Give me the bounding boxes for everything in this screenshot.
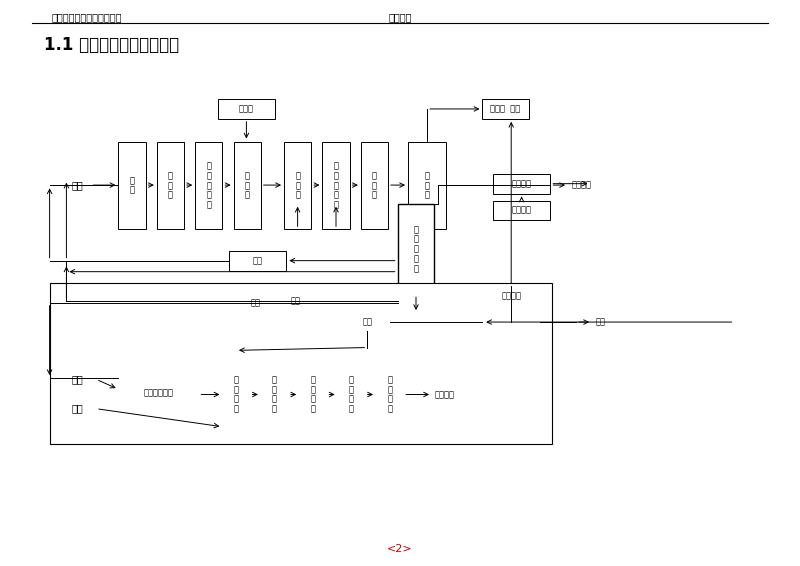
Text: 达标排放: 达标排放 (572, 181, 592, 190)
Text: 消
毒
池: 消 毒 池 (425, 171, 430, 200)
Bar (50, 283, 552, 444)
Text: 好
氧
池: 好 氧 池 (245, 171, 250, 200)
Bar (118, 381, 198, 405)
Text: 回用水: 回用水 (239, 105, 254, 113)
Bar (398, 204, 434, 294)
Text: 回流: 回流 (253, 256, 262, 265)
Bar (218, 99, 275, 119)
Text: 污水: 污水 (72, 180, 84, 190)
Text: 二
沉
池: 二 沉 池 (295, 171, 300, 200)
Text: 污泥: 污泥 (72, 404, 84, 414)
Text: 污泥: 污泥 (251, 298, 261, 307)
Text: 污泥回流: 污泥回流 (512, 206, 532, 215)
Text: 污
泥
浓
缩: 污 泥 浓 缩 (234, 375, 238, 413)
Bar (482, 99, 529, 119)
Bar (118, 142, 146, 229)
Bar (299, 350, 326, 438)
Bar (493, 201, 550, 220)
Text: 水
解
酸
化
池: 水 解 酸 化 池 (206, 161, 211, 209)
Text: 达标排放: 达标排放 (512, 179, 532, 188)
Bar (482, 286, 540, 306)
Bar (361, 142, 388, 229)
Bar (195, 142, 222, 229)
Bar (376, 350, 403, 438)
Text: 过
滤
池: 过 滤 池 (372, 171, 377, 200)
Bar (222, 350, 250, 438)
Text: 最
终
处
置: 最 终 处 置 (387, 375, 392, 413)
Bar (322, 142, 350, 229)
Bar (338, 350, 365, 438)
Bar (344, 313, 390, 331)
Text: 外运处置: 外运处置 (434, 390, 454, 399)
Text: 污
泥
堆
肥: 污 泥 堆 肥 (349, 375, 354, 413)
Text: 污
泥
干
化: 污 泥 干 化 (310, 375, 315, 413)
Text: 天海污北仓污水处理厂工程: 天海污北仓污水处理厂工程 (52, 12, 122, 22)
Bar (234, 142, 261, 229)
Bar (261, 350, 288, 438)
Text: 污泥: 污泥 (291, 297, 301, 306)
Text: 污泥处理系统: 污泥处理系统 (143, 388, 174, 397)
Text: 污泥: 污泥 (362, 318, 372, 327)
Text: 1.1 污水污泥处理流程框图: 1.1 污水污泥处理流程框图 (44, 36, 179, 54)
Text: <2>: <2> (387, 544, 413, 554)
Text: 二
沉
池
污
泥: 二 沉 池 污 泥 (414, 225, 418, 273)
Text: 混
凝
沉
淀
池: 混 凝 沉 淀 池 (334, 161, 338, 209)
Text: 污泥: 污泥 (72, 374, 84, 384)
Text: 调
节
池: 调 节 池 (168, 171, 173, 200)
Bar (493, 174, 550, 194)
Text: 污泥储存: 污泥储存 (501, 291, 522, 300)
Text: 再生水  回用: 再生水 回用 (490, 105, 521, 113)
Text: 消
化
脱
水: 消 化 脱 水 (272, 375, 277, 413)
Bar (408, 142, 446, 229)
Bar (284, 142, 311, 229)
Text: 尾水: 尾水 (596, 318, 606, 327)
Bar (229, 251, 286, 271)
Bar (157, 142, 184, 229)
Text: 格
栅: 格 栅 (130, 176, 134, 195)
Text: 施工方案: 施工方案 (388, 12, 412, 22)
